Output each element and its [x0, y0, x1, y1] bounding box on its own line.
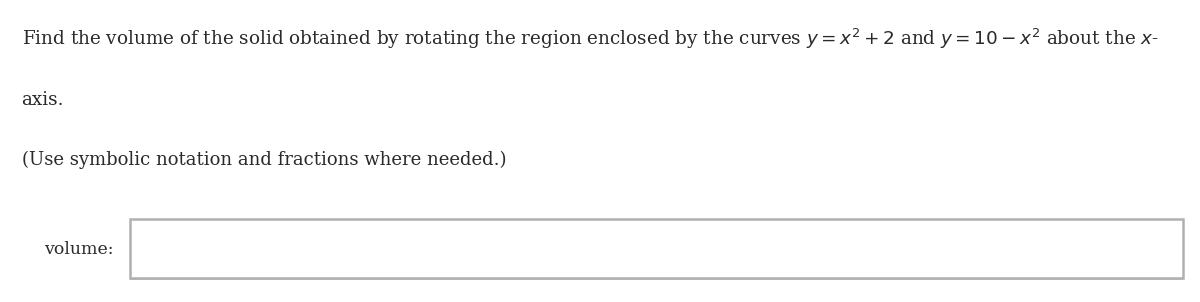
Text: Find the volume of the solid obtained by rotating the region enclosed by the cur: Find the volume of the solid obtained by…	[22, 27, 1159, 51]
Text: axis.: axis.	[22, 91, 64, 109]
FancyBboxPatch shape	[130, 221, 1183, 280]
Text: (Use symbolic notation and fractions where needed.): (Use symbolic notation and fractions whe…	[22, 151, 506, 169]
FancyBboxPatch shape	[130, 219, 1183, 278]
Text: volume:: volume:	[44, 241, 114, 258]
